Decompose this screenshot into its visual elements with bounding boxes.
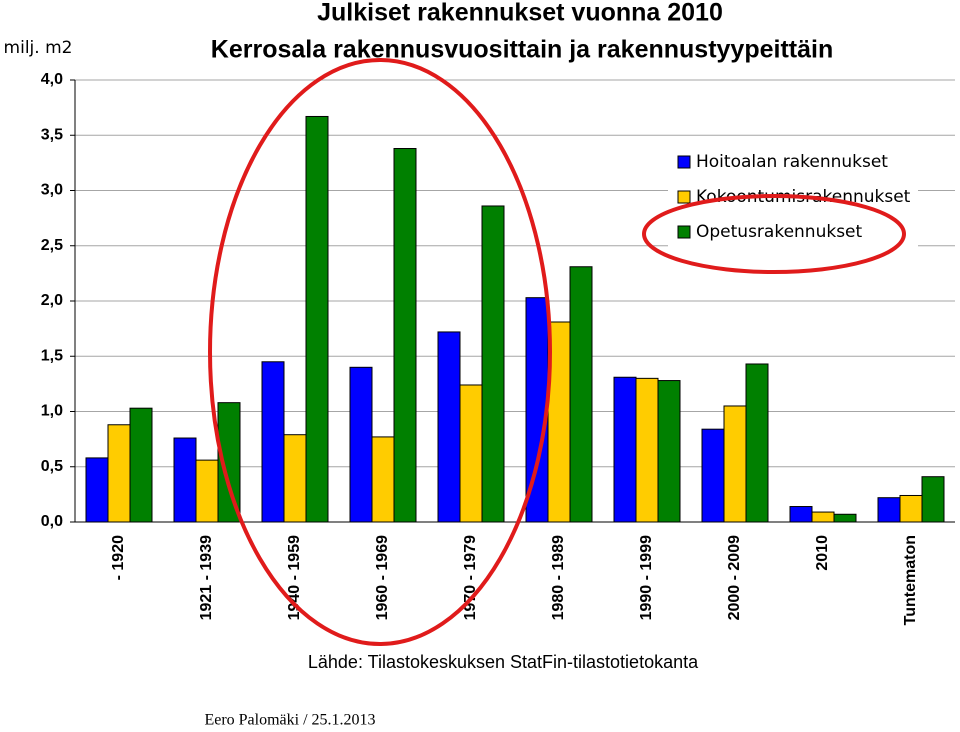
y-tick-label: 1,0	[41, 403, 63, 420]
bar	[833, 513, 857, 523]
x-tick-label: 2010	[814, 535, 831, 571]
legend: Hoitoalan rakennuksetKokoontumisrakennuk…	[668, 150, 918, 250]
legend-label: Opetusrakennukset	[696, 222, 863, 242]
y-tick-label: 3,0	[41, 182, 63, 199]
chart-subtitle: Kerrosala rakennusvuosittain ja rakennus…	[211, 36, 833, 64]
y-tick-label: 2,5	[41, 237, 63, 254]
bar	[481, 205, 505, 523]
bar	[283, 434, 307, 523]
legend-label: Hoitoalan rakennukset	[696, 152, 888, 172]
x-tick-label: Tuntematon	[902, 535, 919, 625]
y-tick-label: 1,5	[41, 347, 63, 364]
author: Eero Palomäki / 25.1.2013	[204, 712, 375, 729]
bar	[921, 476, 945, 523]
bar	[305, 115, 329, 523]
bar	[217, 402, 241, 523]
x-tick-label: 1921 - 1939	[198, 535, 215, 621]
highlight-ellipse	[208, 58, 552, 646]
bar	[459, 384, 483, 523]
x-tick-label: 1960 - 1969	[374, 535, 391, 621]
y-tick-label: 2,0	[41, 292, 63, 309]
bar	[173, 437, 197, 523]
bar	[899, 494, 923, 523]
x-tick-label: 1980 - 1989	[550, 535, 567, 621]
source: Lähde: Tilastokeskuksen StatFin-tilastot…	[308, 652, 699, 672]
x-tick-label: 2000 - 2009	[726, 535, 743, 621]
bar	[129, 407, 153, 523]
x-tick-label: 1970 - 1979	[462, 535, 479, 621]
bar	[393, 148, 417, 523]
bar	[811, 511, 835, 523]
y-tick-label: 0,0	[41, 513, 63, 530]
legend-swatch	[677, 225, 691, 239]
x-tick-label: 1940 - 1959	[286, 535, 303, 621]
x-tick-label: - 1920	[110, 535, 127, 580]
bar	[349, 366, 373, 523]
legend-swatch	[677, 155, 691, 169]
bar	[789, 506, 813, 523]
bar	[261, 361, 285, 523]
x-tick-label: 1990 - 1999	[638, 535, 655, 621]
bar	[371, 436, 395, 523]
bar	[569, 266, 593, 523]
bar	[613, 376, 637, 523]
y-tick-label: 4,0	[41, 71, 63, 88]
chart-title: Julkiset rakennukset vuonna 2010	[317, 0, 723, 27]
bar	[657, 380, 681, 523]
y-tick-label: 0,5	[41, 458, 63, 475]
y-tick-label: 3,5	[41, 126, 63, 143]
bar	[745, 363, 769, 523]
bar	[877, 497, 901, 523]
bar	[437, 331, 461, 523]
bar	[195, 459, 219, 523]
bar	[85, 457, 109, 523]
plot-area: 0,0 0,5 1,0 1,5 2,0 2,5 3,0 3,5 4,0 - 1920 1921 - …	[41, 71, 955, 625]
y-axis-label: milj. m2	[4, 38, 73, 58]
highlight-ellipse	[642, 194, 906, 274]
bar	[107, 424, 131, 523]
bar	[723, 405, 747, 523]
bar	[701, 428, 725, 523]
legend-swatch	[677, 190, 691, 204]
bar	[635, 377, 659, 523]
